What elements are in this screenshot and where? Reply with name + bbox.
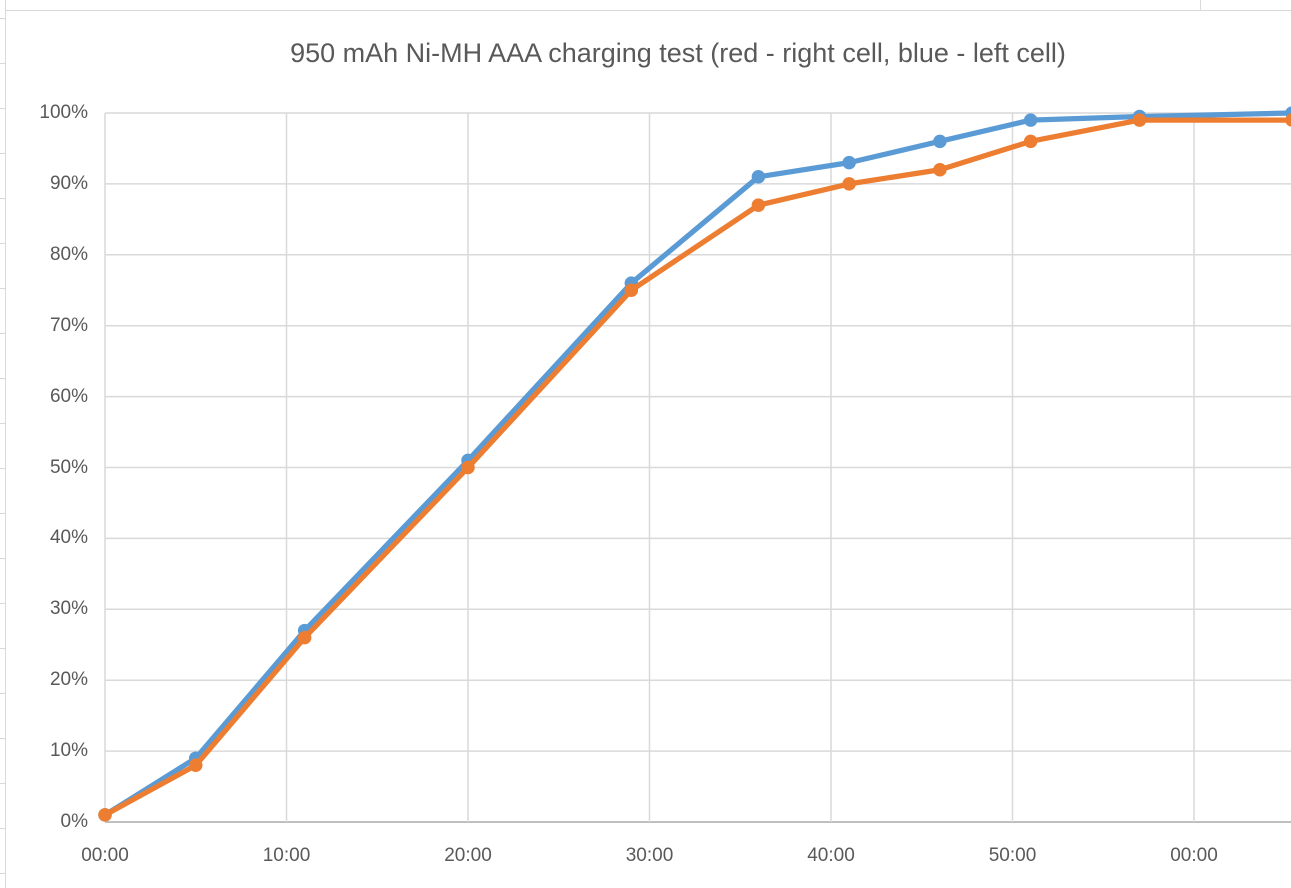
data-point-orange[interactable] (1285, 113, 1291, 127)
y-tick-label: 80% (49, 243, 88, 265)
series-line-blue[interactable] (102, 110, 1291, 818)
x-tick-label: 00:00 (1170, 845, 1218, 866)
data-point-blue[interactable] (842, 155, 856, 170)
y-tick-label: 0% (60, 811, 88, 832)
spreadsheet-row-line (0, 693, 5, 694)
spreadsheet-row-line (0, 333, 5, 334)
data-point-blue[interactable] (933, 134, 947, 149)
spreadsheet-row-line (0, 828, 5, 829)
data-point-orange[interactable] (98, 808, 112, 822)
data-point-orange[interactable] (189, 758, 203, 773)
spreadsheet-row-line (0, 783, 5, 784)
data-point-orange[interactable] (624, 283, 639, 298)
x-tick-label: 00:00 (81, 845, 129, 866)
data-point-orange[interactable] (297, 630, 312, 645)
y-tick-label: 70% (49, 314, 88, 336)
x-tick-label: 30:00 (625, 845, 674, 866)
spreadsheet-row-line (0, 18, 5, 19)
spreadsheet-row-line (0, 648, 5, 649)
x-tick-label: 10:00 (262, 845, 311, 866)
y-tick-label: 40% (49, 527, 88, 549)
data-point-orange[interactable] (842, 177, 856, 191)
y-tick-label: 90% (49, 172, 88, 194)
y-tick-label: 60% (49, 385, 88, 407)
data-point-blue[interactable] (1023, 113, 1038, 127)
spreadsheet-row-line (0, 63, 5, 64)
spreadsheet-row-line (0, 378, 5, 379)
spreadsheet-column-line (1200, 0, 1201, 10)
y-tick-label: 100% (39, 102, 88, 123)
data-point-orange[interactable] (1132, 113, 1147, 127)
data-point-orange[interactable] (933, 162, 947, 177)
y-tick-label: 20% (49, 669, 88, 691)
data-point-orange[interactable] (1023, 134, 1038, 149)
spreadsheet-row-line (0, 288, 5, 289)
spreadsheet-row-line (0, 558, 5, 559)
x-tick-label: 40:00 (807, 845, 855, 866)
chart-border-left (5, 0, 6, 888)
spreadsheet-row-line (0, 468, 5, 469)
spreadsheet-row-line (0, 603, 5, 604)
spreadsheet-row-line (0, 198, 5, 199)
y-tick-label: 10% (49, 740, 88, 762)
data-point-orange[interactable] (461, 460, 475, 475)
chart-border-top (5, 10, 1291, 11)
chart-title: 950 mAh Ni-MH AAA charging test (red - r… (290, 38, 1066, 68)
spreadsheet-row-line (0, 108, 5, 109)
spreadsheet-row-line (0, 513, 5, 514)
spreadsheet-row-line (0, 738, 5, 739)
x-tick-label: 50:00 (988, 845, 1037, 866)
y-tick-label: 30% (49, 598, 88, 620)
data-point-blue[interactable] (751, 170, 766, 184)
y-tick-label: 50% (49, 456, 88, 478)
spreadsheet-row-line (0, 873, 5, 874)
spreadsheet-row-line (0, 243, 5, 244)
spreadsheet-row-line (0, 153, 5, 154)
data-point-orange[interactable] (751, 198, 766, 212)
x-tick-label: 20:00 (444, 845, 492, 866)
spreadsheet-row-line (0, 423, 5, 424)
